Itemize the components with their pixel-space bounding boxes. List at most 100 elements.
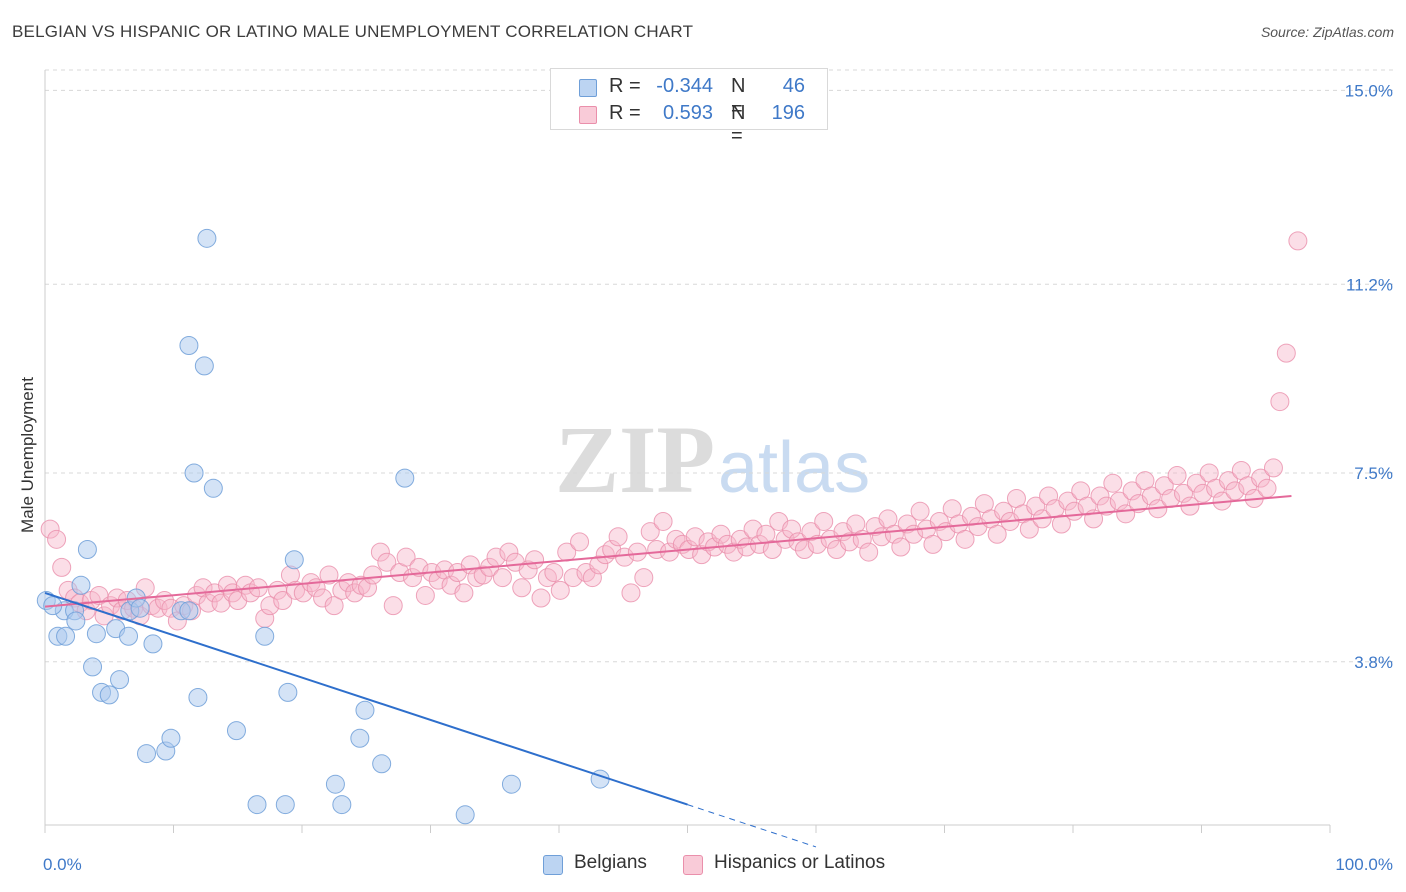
zipatlas-watermark: ZIP atlas (555, 406, 870, 513)
hispanic-point (621, 583, 641, 603)
belgian-trend-extension (687, 804, 817, 848)
hispanic-point (589, 555, 609, 575)
hispanic-point (884, 524, 904, 544)
hispanic-point (1103, 473, 1123, 493)
hispanic-legend-swatch (683, 855, 703, 875)
hispanic-point (1276, 343, 1296, 363)
belgian-trend-line (44, 591, 688, 806)
belgian-point (110, 670, 130, 690)
belgian-legend-label: Belgians (574, 852, 647, 873)
belgian-point (278, 682, 298, 702)
hispanic-point (1077, 496, 1097, 516)
hispanic-point (634, 568, 654, 588)
belgian-point (395, 468, 415, 488)
belgian-point (332, 795, 352, 815)
hispanic-point (47, 529, 67, 549)
grid-lines (45, 69, 1395, 663)
y-tick-label: 3.8% (1354, 653, 1393, 672)
hispanic-point (627, 542, 647, 562)
hispanic-swatch (579, 106, 597, 124)
belgian-point (188, 687, 208, 707)
hispanic-point (409, 557, 429, 577)
hispanic-point (544, 562, 564, 582)
legend-n-label: N = (731, 75, 746, 120)
hispanic-point (518, 560, 538, 580)
hispanic-point (260, 596, 280, 616)
belgian-point (66, 611, 86, 631)
y-tick-label: 11.2% (1346, 275, 1393, 294)
hispanic-point (1058, 491, 1078, 511)
legend-r-value: 0.593 (662, 102, 713, 124)
hispanic-point (608, 527, 628, 547)
hispanic-point (563, 568, 583, 588)
x-tick-label: 100.0% (1335, 855, 1393, 874)
legend-n-value: 46 (782, 75, 805, 97)
hispanic-point (396, 547, 416, 567)
belgian-point (77, 540, 97, 560)
hispanic-point (1141, 486, 1161, 506)
hispanic-point (499, 542, 519, 562)
hispanic-point (801, 522, 821, 542)
hispanic-point (782, 519, 802, 539)
hispanic-point (383, 596, 403, 616)
hispanic-point (640, 522, 660, 542)
hispanic-point (762, 540, 782, 560)
correlation-legend: R = -0.344 N = 46 R = 0.593 N = 196 (550, 68, 828, 147)
hispanic-point (286, 580, 306, 600)
hispanic-point (1026, 496, 1046, 516)
trend-lines (44, 494, 1292, 848)
belgian-point (284, 550, 304, 570)
legend-n-label: N = (731, 102, 746, 147)
hispanic-point (794, 540, 814, 560)
hispanic-point (1090, 486, 1110, 506)
belgian-point (86, 624, 106, 644)
legend-r-label: R = (609, 75, 641, 97)
hispanic-point (1288, 231, 1308, 251)
belgian-point (83, 657, 103, 677)
hispanic-point (1174, 483, 1194, 503)
hispanic-legend-label: Hispanics or Latinos (714, 852, 886, 873)
belgian-points (36, 228, 610, 825)
hispanic-point (666, 529, 686, 549)
belgian-legend-swatch (543, 855, 563, 875)
hispanic-point (345, 583, 365, 603)
hispanic-point (1263, 458, 1283, 478)
hispanic-point (814, 511, 834, 531)
belgian-point (325, 774, 345, 794)
hispanic-point (512, 578, 532, 598)
belgian-point (119, 626, 139, 646)
belgian-point (203, 478, 223, 498)
hispanic-point (313, 588, 333, 608)
hispanic-point (724, 542, 744, 562)
belgian-point (275, 795, 295, 815)
hispanic-point (273, 591, 293, 611)
belgian-point (179, 335, 199, 355)
belgian-point (143, 634, 163, 654)
hispanic-point (1154, 476, 1174, 496)
belgian-point (194, 356, 214, 376)
hispanic-point (40, 519, 60, 539)
hispanic-point (987, 524, 1007, 544)
legend-n-value: 196 (771, 102, 805, 124)
hispanic-point (525, 550, 545, 570)
hispanic-point (859, 542, 879, 562)
hispanic-point (582, 568, 602, 588)
hispanic-point (1218, 471, 1238, 491)
hispanic-point (891, 537, 911, 557)
hispanic-point (923, 534, 943, 554)
hispanic-point (1186, 473, 1206, 493)
belgian-point (501, 774, 521, 794)
belgian-point (179, 601, 199, 621)
hispanic-point (595, 545, 615, 565)
belgian-point (161, 728, 181, 748)
belgian-point (355, 700, 375, 720)
tick-labels: 3.8% 7.5% 11.2% 15.0% 0.0% 100.0% (43, 81, 1393, 874)
hispanic-point (492, 568, 512, 588)
hispanic-point (550, 580, 570, 600)
hispanic-point (415, 585, 435, 605)
belgian-point (255, 626, 275, 646)
hispanic-point (788, 532, 808, 552)
belgian-point (56, 626, 76, 646)
belgian-point (99, 685, 119, 705)
hispanic-point (955, 529, 975, 549)
